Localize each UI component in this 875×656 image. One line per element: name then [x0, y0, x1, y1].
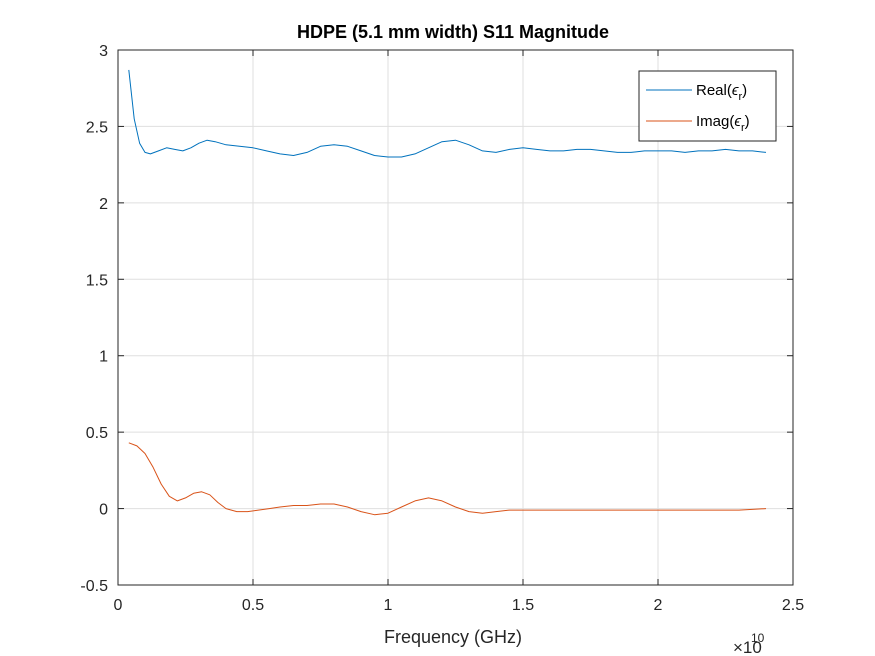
x-axis-label: Frequency (GHz) — [384, 627, 522, 647]
x-tick-labels: 0 0.5 1 1.5 2 2.5 — [114, 597, 805, 614]
y-tick-label: 1.5 — [86, 272, 108, 289]
x-tick-label: 1 — [384, 597, 393, 614]
x-exponent-label: ×10 10 — [733, 631, 765, 656]
legend-entry-real: Real(ϵr) — [646, 82, 747, 103]
y-tick-label: 1 — [99, 349, 108, 366]
x-tick-label: 1.5 — [512, 597, 534, 614]
series-real — [128, 69, 767, 158]
x-tick-label: 2.5 — [782, 597, 804, 614]
legend: Real(ϵr) Imag(ϵr) — [638, 70, 777, 142]
series-imag — [128, 442, 767, 516]
series-line-imag — [128, 442, 767, 516]
y-tick-label: 0 — [99, 502, 108, 519]
x-exponent-base: ×10 — [733, 638, 762, 656]
series-group — [128, 69, 767, 516]
x-tick-label: 2 — [654, 597, 663, 614]
series-line-real — [128, 69, 767, 158]
y-tick-label: 0.5 — [86, 425, 108, 442]
axis-ticks — [117, 49, 794, 586]
y-tick-label: 3 — [99, 43, 108, 60]
y-tick-labels: -0.5 0 0.5 1 1.5 2 2.5 3 — [80, 43, 108, 595]
legend-box — [638, 70, 777, 142]
x-tick-label: 0 — [114, 597, 123, 614]
x-tick-label: 0.5 — [242, 597, 264, 614]
y-tick-label: -0.5 — [80, 578, 108, 595]
legend-entry-imag: Imag(ϵr) — [646, 113, 750, 134]
y-tick-label: 2 — [99, 196, 108, 213]
legend-label-imag: Imag(ϵr) — [696, 113, 750, 134]
axes-box — [117, 49, 794, 586]
x-exponent-power: 10 — [751, 631, 765, 645]
legend-label-real: Real(ϵr) — [696, 82, 747, 103]
chart-title: HDPE (5.1 mm width) S11 Magnitude — [297, 22, 609, 42]
y-tick-label: 2.5 — [86, 119, 108, 136]
